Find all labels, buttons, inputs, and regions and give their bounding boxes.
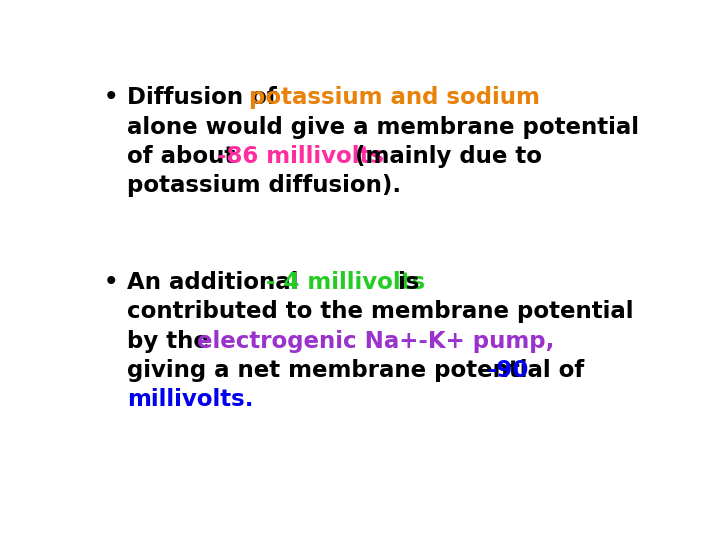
Text: -90: -90 [487, 359, 529, 382]
Text: by the: by the [127, 330, 217, 353]
Text: potassium diffusion).: potassium diffusion). [127, 174, 401, 197]
Text: -86 millivolts: -86 millivolts [217, 145, 384, 168]
Text: •: • [104, 271, 119, 294]
Text: contributed to the membrane potential: contributed to the membrane potential [127, 300, 634, 323]
Text: •: • [104, 86, 119, 110]
Text: alone would give a membrane potential: alone would give a membrane potential [127, 116, 639, 139]
Text: - 4 millivolts: - 4 millivolts [266, 271, 426, 294]
Text: electrogenic Na+-K+ pump,: electrogenic Na+-K+ pump, [197, 330, 554, 353]
Text: is: is [390, 271, 419, 294]
Text: An additional: An additional [127, 271, 307, 294]
Text: giving a net membrane potential of: giving a net membrane potential of [127, 359, 593, 382]
Text: of about: of about [127, 145, 243, 168]
Text: (mainly due to: (mainly due to [347, 145, 541, 168]
Text: potassium and sodium: potassium and sodium [249, 86, 540, 110]
Text: millivolts.: millivolts. [127, 388, 253, 411]
Text: Diffusion of: Diffusion of [127, 86, 285, 110]
